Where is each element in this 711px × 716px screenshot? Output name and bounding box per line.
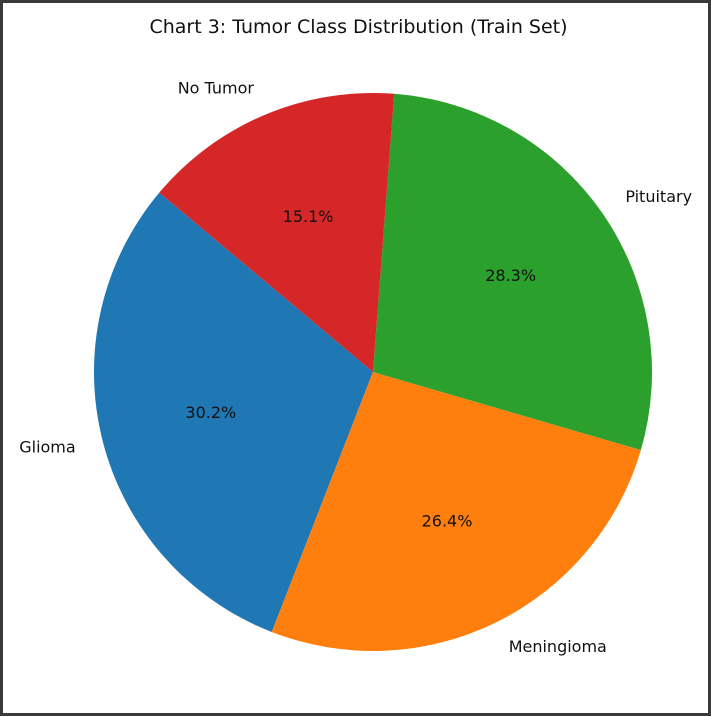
pie-slice-glioma [94, 192, 373, 632]
pie-slice-pituitary [373, 93, 653, 451]
slice-label-no-tumor: No Tumor [178, 79, 255, 98]
pie-chart: 30.2% Glioma 26.4% Meningioma 28.3% Pituitary… [19, 79, 692, 656]
chart-title: Chart 3: Tumor Class Distribution (Train… [149, 16, 568, 38]
pct-label-meningioma: 26.4% [422, 512, 473, 531]
slice-label-pituitary: Pituitary [625, 187, 692, 206]
pie-slice-meningioma [271, 372, 641, 651]
pct-label-no-tumor: 15.1% [283, 207, 334, 226]
pie-slice-no-tumor [159, 93, 395, 372]
slice-label-glioma: Glioma [19, 438, 75, 457]
pct-label-glioma: 30.2% [185, 403, 236, 422]
pct-label-pituitary: 28.3% [485, 266, 536, 285]
slice-label-meningioma: Meningioma [509, 637, 607, 656]
